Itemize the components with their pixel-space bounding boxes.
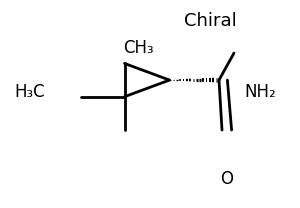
Text: NH₂: NH₂: [244, 83, 276, 100]
Text: O: O: [220, 170, 233, 188]
Text: Chiral: Chiral: [184, 12, 236, 30]
Text: CH₃: CH₃: [123, 39, 153, 57]
Text: H₃C: H₃C: [15, 83, 45, 100]
